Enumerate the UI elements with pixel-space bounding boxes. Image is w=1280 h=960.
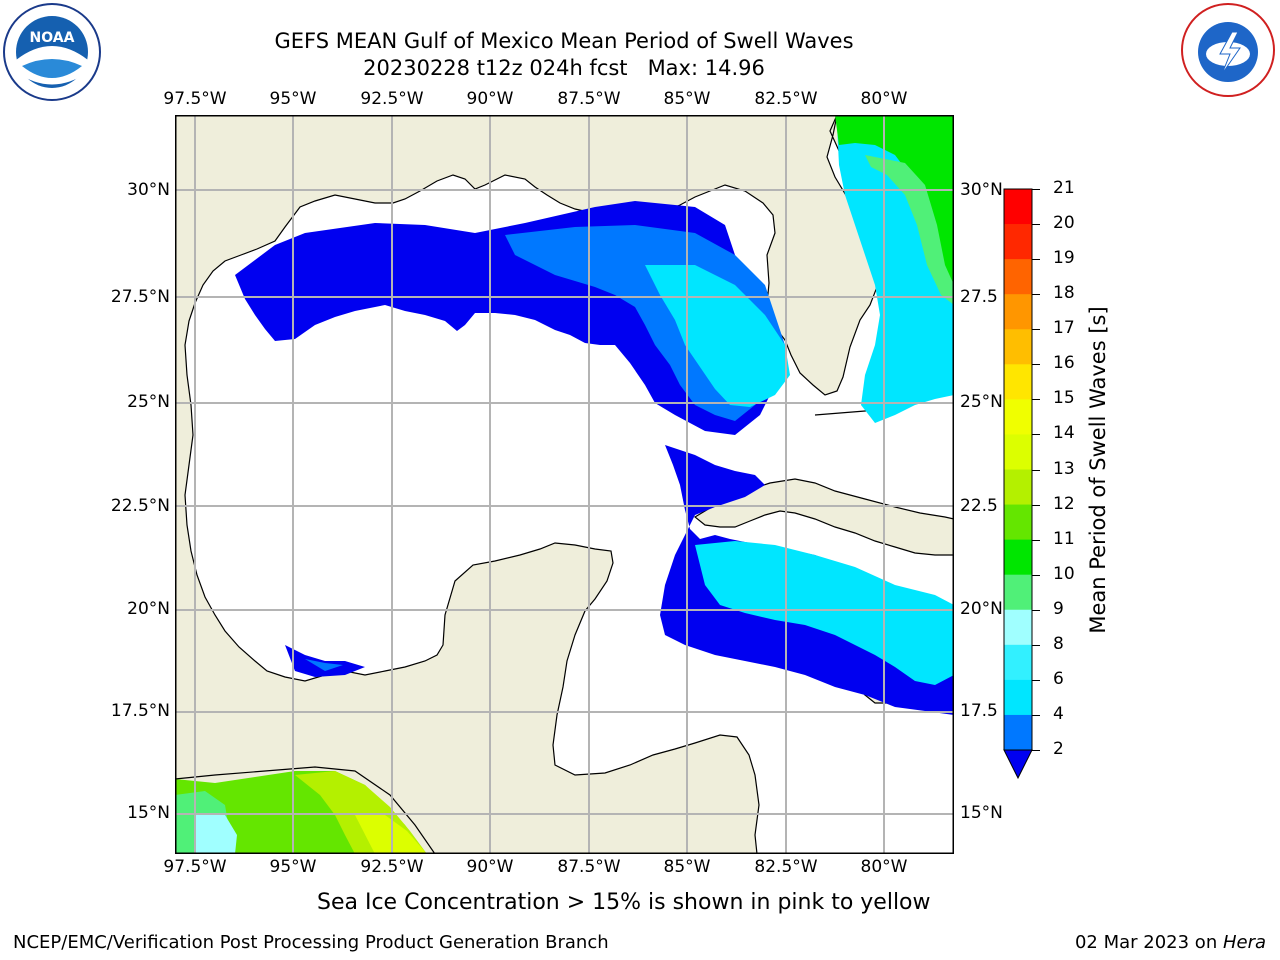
lat-label-right-22-5: 22.5 xyxy=(960,496,998,516)
colorbar-tick-label: 10 xyxy=(1053,563,1075,584)
lon-label-top-90w: 90°W xyxy=(466,89,514,109)
colorbar-segment xyxy=(1004,644,1032,681)
colorbar-segment xyxy=(1004,504,1032,541)
colorbar-tick-mark xyxy=(1032,679,1040,681)
colorbar-tick-mark xyxy=(1032,644,1040,646)
lat-label-left-30n: 30°N xyxy=(127,180,170,200)
lat-label-right-25n: 25°N xyxy=(960,392,1003,412)
lon-label-top-82-5w: 82.5°W xyxy=(754,89,818,109)
lat-label-right-20n: 20°N xyxy=(960,599,1003,619)
colorbar-tick-mark xyxy=(1032,364,1040,366)
colorbar-tick-label: 11 xyxy=(1053,528,1075,549)
lon-label-top-97-5w: 97.5°W xyxy=(163,89,227,109)
map-panel xyxy=(175,115,954,854)
colorbar-segment xyxy=(1004,329,1032,365)
colorbar-segment xyxy=(1004,259,1032,295)
colorbar-segment xyxy=(1004,714,1032,751)
colorbar-segment xyxy=(1004,539,1032,576)
lon-label-bottom-97-5w: 97.5°W xyxy=(163,857,227,877)
lat-label-left-20n: 20°N xyxy=(127,599,170,619)
colorbar-tick-label: 6 xyxy=(1053,668,1064,689)
lon-label-top-95w: 95°W xyxy=(269,89,317,109)
national-weather-service-logo xyxy=(1180,2,1276,98)
colorbar-tick-mark xyxy=(1032,399,1040,401)
colorbar-tick-label: 20 xyxy=(1053,213,1075,234)
lon-label-bottom-87-5w: 87.5°W xyxy=(557,857,621,877)
colorbar-tick-mark xyxy=(1032,609,1040,611)
noaa-logo: NOAA xyxy=(2,2,102,102)
lat-label-right-30n: 30°N xyxy=(960,180,1003,200)
colorbar-tick-label: 2 xyxy=(1053,739,1064,759)
colorbar-label: Mean Period of Swell Waves [s] xyxy=(1086,306,1110,634)
colorbar-tick-label: 16 xyxy=(1053,353,1075,374)
chart-title: GEFS MEAN Gulf of Mexico Mean Period of … xyxy=(274,29,854,53)
lat-label-left-22-5n: 22.5°N xyxy=(110,496,170,516)
lat-label-left-25n: 25°N xyxy=(127,392,170,412)
colorbar-segment xyxy=(1004,609,1032,646)
footer-date-text: 02 Mar 2023 on xyxy=(1074,932,1223,953)
lon-label-top-87-5w: 87.5°W xyxy=(557,89,621,109)
sea-ice-note: Sea Ice Concentration > 15% is shown in … xyxy=(317,890,931,915)
colorbar-tick-mark xyxy=(1032,504,1040,506)
colorbar-tick-label: 9 xyxy=(1053,598,1064,619)
gridlines xyxy=(175,115,954,854)
colorbar-tick-label: 21 xyxy=(1053,178,1075,198)
lon-label-top-92-5w: 92.5°W xyxy=(360,89,424,109)
colorbar-segment xyxy=(1004,434,1032,470)
lon-label-bottom-95w: 95°W xyxy=(269,857,317,877)
colorbar-segment xyxy=(1004,189,1032,225)
colorbar-tick-mark xyxy=(1032,224,1040,226)
colorbar-tick-mark xyxy=(1032,750,1040,751)
footer-credit: NCEP/EMC/Verification Post Processing Pr… xyxy=(13,932,609,953)
colorbar xyxy=(1000,185,1040,785)
colorbar-tick-mark xyxy=(1032,469,1040,471)
lon-label-bottom-85w: 85°W xyxy=(663,857,711,877)
footer-host: Hera xyxy=(1222,932,1266,953)
colorbar-tick-mark xyxy=(1032,434,1040,436)
lat-label-right-27-5: 27.5 xyxy=(960,287,998,307)
colorbar-tick-label: 8 xyxy=(1053,633,1064,654)
colorbar-tick-mark xyxy=(1032,189,1040,190)
colorbar-tick-label: 19 xyxy=(1053,248,1075,269)
colorbar-segment xyxy=(1004,469,1032,506)
colorbar-tick-label: 15 xyxy=(1053,388,1075,409)
colorbar-tick-mark xyxy=(1032,539,1040,541)
colorbar-tick-mark xyxy=(1032,714,1040,716)
colorbar-tick-label: 12 xyxy=(1053,493,1075,514)
colorbar-tick-mark xyxy=(1032,259,1040,261)
cuba xyxy=(693,478,954,556)
svg-text:NOAA: NOAA xyxy=(30,30,75,46)
chart-subtitle: 20230228 t12z 024h fcst Max: 14.96 xyxy=(363,56,765,80)
lon-label-top-85w: 85°W xyxy=(663,89,711,109)
colorbar-tick-label: 18 xyxy=(1053,283,1075,304)
lat-label-left-27-5n: 27.5°N xyxy=(110,287,170,307)
lon-label-bottom-82-5w: 82.5°W xyxy=(754,857,818,877)
colorbar-svg xyxy=(1003,188,1033,780)
lon-label-bottom-90w: 90°W xyxy=(466,857,514,877)
colorbar-tick-label: 17 xyxy=(1053,318,1075,339)
colorbar-segment xyxy=(1004,574,1032,611)
colorbar-segment xyxy=(1004,224,1032,260)
colorbar-segment xyxy=(1004,399,1032,435)
colorbar-tick-label: 13 xyxy=(1053,458,1075,479)
lon-label-top-80w: 80°W xyxy=(860,89,908,109)
swell-field xyxy=(175,115,954,854)
colorbar-tick-mark xyxy=(1032,329,1040,331)
lat-label-right-15n: 15°N xyxy=(960,803,1003,823)
colorbar-extend-triangle xyxy=(1003,749,1033,780)
lon-label-bottom-80w: 80°W xyxy=(860,857,908,877)
lat-label-left-17-5n: 17.5°N xyxy=(110,701,170,721)
colorbar-segment xyxy=(1004,679,1032,716)
colorbar-tick-mark xyxy=(1032,574,1040,576)
footer-date: 02 Mar 2023 on Hera xyxy=(1075,932,1266,953)
lat-label-right-17-5: 17.5 xyxy=(960,701,998,721)
colorbar-segment xyxy=(1004,294,1032,330)
lon-label-bottom-92-5w: 92.5°W xyxy=(360,857,424,877)
lat-label-left-15n: 15°N xyxy=(127,803,170,823)
colorbar-tick-label: 4 xyxy=(1053,703,1064,724)
colorbar-segment xyxy=(1004,364,1032,400)
colorbar-tick-mark xyxy=(1032,294,1040,296)
colorbar-tick-label: 14 xyxy=(1053,423,1075,444)
